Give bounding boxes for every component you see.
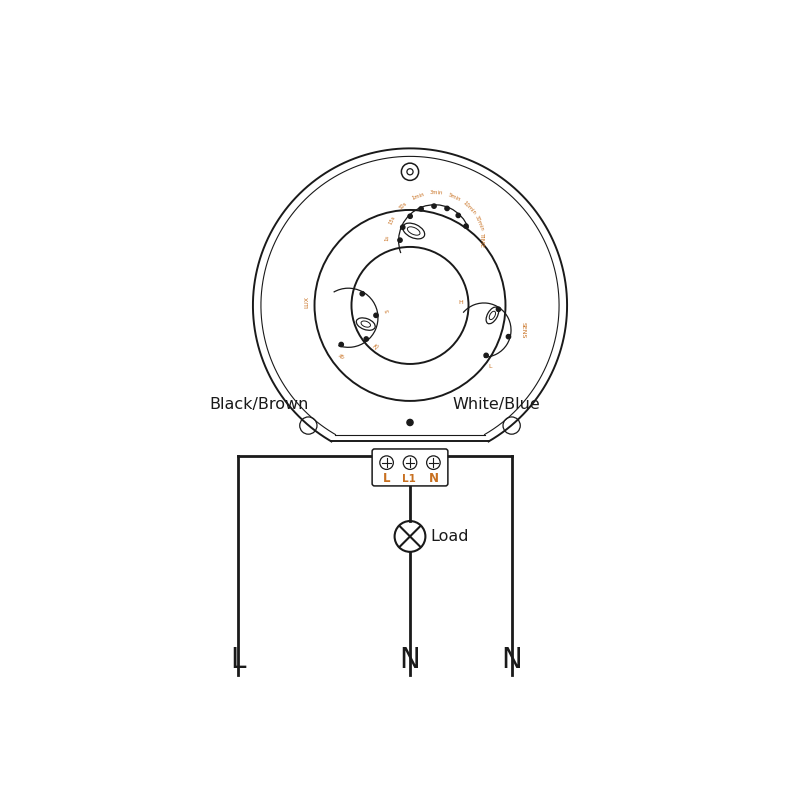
Circle shape	[506, 334, 510, 339]
Text: 30s: 30s	[398, 201, 408, 210]
Circle shape	[464, 224, 468, 228]
Circle shape	[484, 354, 488, 358]
Text: 45: 45	[338, 354, 346, 360]
Text: SENS: SENS	[521, 322, 526, 338]
Circle shape	[408, 214, 412, 218]
Text: N: N	[429, 472, 438, 485]
Text: N: N	[502, 646, 522, 674]
Circle shape	[339, 342, 343, 346]
Text: H: H	[458, 300, 463, 305]
Circle shape	[398, 238, 402, 242]
Text: L: L	[383, 472, 390, 485]
Text: L: L	[230, 646, 246, 674]
Text: White/Blue: White/Blue	[452, 397, 540, 411]
Text: 30min: 30min	[474, 214, 484, 232]
Circle shape	[374, 313, 378, 318]
Text: 5: 5	[385, 309, 390, 313]
Text: Black/Brown: Black/Brown	[210, 397, 309, 411]
Text: 10min: 10min	[462, 200, 477, 215]
Text: 1min: 1min	[411, 191, 426, 201]
Text: Red: Red	[418, 467, 449, 482]
Text: LUX: LUX	[304, 296, 309, 308]
Text: 5min: 5min	[447, 192, 461, 202]
Text: N: N	[400, 646, 420, 674]
Text: 15s: 15s	[387, 214, 396, 226]
Text: 25: 25	[373, 342, 381, 350]
Text: Load: Load	[430, 529, 470, 544]
Text: TIME: TIME	[479, 234, 484, 248]
Circle shape	[419, 206, 423, 211]
Text: 3min: 3min	[430, 190, 443, 196]
Text: L1: L1	[402, 474, 416, 483]
FancyBboxPatch shape	[372, 449, 448, 486]
Circle shape	[432, 204, 436, 208]
Circle shape	[456, 214, 461, 218]
Text: 1s: 1s	[385, 234, 390, 241]
Circle shape	[401, 225, 405, 230]
Circle shape	[496, 307, 501, 311]
Circle shape	[360, 291, 365, 296]
Circle shape	[364, 337, 368, 341]
Circle shape	[407, 419, 413, 426]
Circle shape	[445, 206, 450, 210]
Text: L: L	[489, 363, 492, 369]
